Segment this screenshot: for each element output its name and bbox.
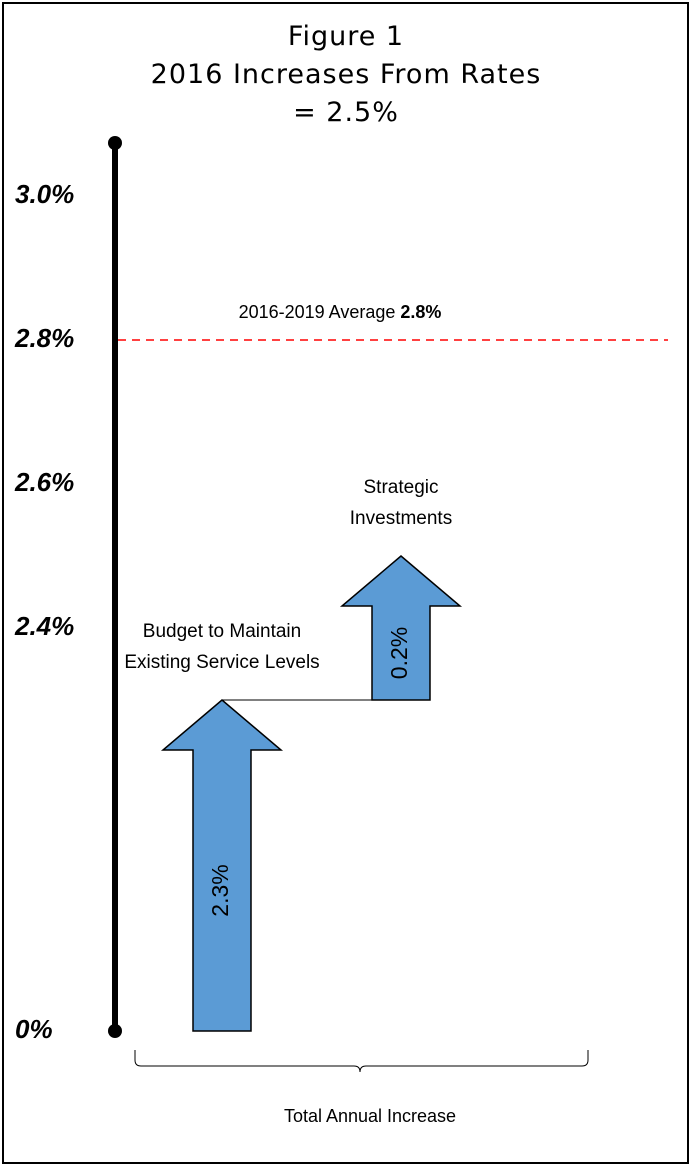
category-label: Strategic Investments [349,477,453,529]
x-axis-label: Total Annual Increase [284,1106,456,1126]
value-label: 2.3% [207,864,233,916]
y-tick-label: 2.6% [14,467,74,497]
title-line: Figure 1 [287,21,405,52]
category-label: Budget to Maintain Existing Service Leve… [124,621,320,673]
arrow [339,555,463,701]
y-tick-label: 3.0% [15,179,74,209]
axis-dot [108,136,122,150]
y-tick-label: 0% [15,1014,53,1044]
y-tick-label: 2.8% [14,323,74,353]
reference-value: 2.8% [400,302,441,322]
value-label: 0.2% [386,627,412,679]
reference-name: 2016-2019 Average [239,302,396,322]
reference-label: 2016-2019 Average 2.8% [239,302,442,322]
y-tick-label: 2.4% [14,611,74,641]
arrow [160,699,284,1032]
axis-dot [108,1024,122,1038]
brace [134,1050,589,1073]
title-line: = 2.5% [293,97,399,128]
title-line: 2016 Increases From Rates [150,59,542,90]
